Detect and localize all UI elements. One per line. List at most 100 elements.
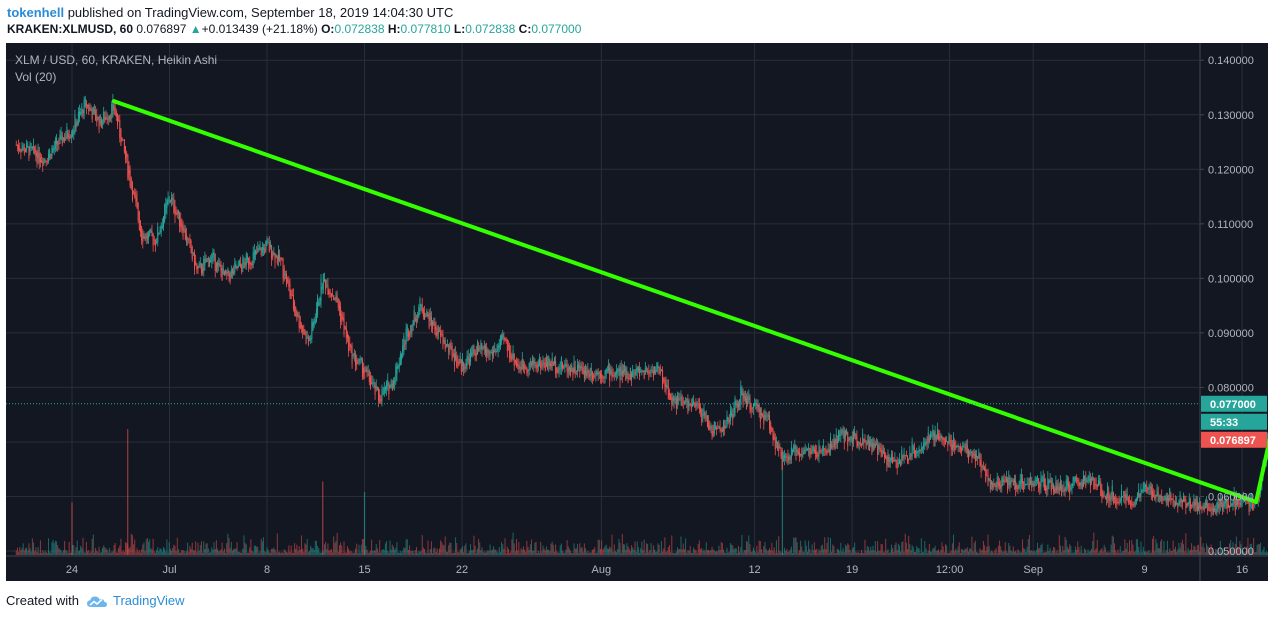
candle-body: [984, 467, 986, 471]
candle-body: [137, 203, 139, 221]
high-label: H:: [387, 22, 401, 36]
candle-body: [35, 149, 37, 157]
candle-body: [833, 434, 835, 447]
candle-body: [303, 328, 305, 335]
username-link[interactable]: tokenhell: [7, 5, 65, 20]
volume-bar: [1170, 551, 1172, 555]
candle-body: [844, 430, 846, 437]
volume-bar: [599, 548, 601, 555]
candle-body: [721, 429, 723, 433]
candle-body: [601, 375, 603, 380]
candle-body: [631, 373, 633, 381]
candle-body: [946, 440, 948, 442]
volume-bar: [947, 552, 949, 555]
candle-body: [268, 242, 270, 252]
volume-bar: [1116, 552, 1118, 555]
volume-bar: [656, 551, 658, 555]
volume-bar: [558, 552, 560, 555]
up-arrow-icon: ▲: [189, 22, 202, 36]
volume-bar: [1230, 539, 1232, 555]
volume-bar: [1047, 544, 1049, 555]
candle-body: [766, 415, 768, 417]
volume-bar: [280, 552, 282, 555]
candle-body: [957, 445, 959, 447]
volume-bar: [56, 541, 58, 555]
volume-bar: [465, 543, 467, 555]
candle-body: [1165, 497, 1167, 504]
volume-bar: [659, 552, 661, 555]
candle-body: [909, 452, 911, 459]
candle-body: [358, 358, 360, 363]
candle-body: [89, 107, 91, 109]
volume-bar: [1247, 537, 1249, 555]
volume-bar: [773, 547, 775, 555]
tradingview-link[interactable]: TradingView: [113, 593, 185, 608]
volume-bar: [907, 549, 909, 555]
candle-body: [200, 264, 202, 273]
volume-bar: [658, 544, 660, 555]
candle-body: [153, 239, 155, 241]
candle-body: [127, 154, 129, 179]
candle-body: [866, 441, 868, 445]
volume-bar: [962, 549, 964, 555]
volume-bar: [621, 533, 623, 555]
volume-bar: [432, 552, 434, 555]
candle-body: [194, 252, 196, 271]
candle-body: [305, 331, 307, 344]
candle-body: [832, 446, 834, 448]
trendline[interactable]: [111, 99, 1259, 504]
volume-bar: [720, 542, 722, 555]
candle-body: [1124, 493, 1126, 498]
candle-body: [800, 453, 802, 455]
volume-bar: [547, 549, 549, 555]
candle-body: [641, 370, 643, 372]
volume-bar: [349, 551, 351, 555]
candle-body: [463, 362, 465, 371]
candle-body: [226, 271, 228, 275]
candle-body: [979, 455, 981, 466]
candle-body: [1192, 504, 1194, 506]
candle-body: [964, 446, 966, 452]
volume-bar: [877, 541, 879, 555]
volume-bar: [327, 543, 329, 555]
volume-bar: [267, 549, 269, 555]
chart-area[interactable]: 0.140000 0.130000 0.120000 0.110000 0.100000…: [6, 43, 1268, 581]
candle-body: [22, 145, 24, 150]
candle-body: [729, 410, 731, 421]
candle-body: [1013, 478, 1015, 484]
volume-bar: [878, 550, 880, 555]
candle-body: [1128, 499, 1130, 502]
volume-bar: [440, 540, 442, 555]
candle-body: [679, 398, 681, 400]
candle-body: [252, 252, 254, 265]
volume-bar: [1034, 551, 1036, 555]
volume-bar: [315, 541, 317, 555]
candle-body: [389, 385, 391, 389]
candle-body: [1018, 485, 1020, 489]
publish-info: tokenhell published on TradingView.com, …: [7, 5, 453, 20]
volume-bar: [801, 546, 803, 555]
candle-body: [773, 434, 775, 441]
volume-bar: [1163, 541, 1165, 555]
volume-bar: [682, 543, 684, 555]
candle-body: [434, 323, 436, 330]
candle-body: [253, 250, 255, 259]
volume-bar: [748, 535, 750, 555]
candle-body: [893, 460, 895, 462]
volume-bar: [243, 535, 245, 555]
candle-body: [187, 238, 189, 240]
volume-bar: [1235, 536, 1237, 555]
volume-bar: [473, 535, 475, 555]
candle-body: [1138, 490, 1140, 498]
candle-body: [52, 148, 54, 153]
price-chart[interactable]: 0.1400000.1300000.1200000.1100000.100000…: [6, 43, 1268, 581]
candle-body: [359, 359, 361, 361]
volume-bar: [624, 544, 626, 555]
volume-bar: [59, 549, 61, 555]
candle-body: [826, 451, 828, 453]
trendline[interactable]: [1254, 401, 1268, 504]
volume-bar: [1156, 543, 1158, 555]
candle-body: [37, 146, 39, 159]
candle-body: [20, 149, 22, 153]
candle-body: [246, 256, 248, 260]
